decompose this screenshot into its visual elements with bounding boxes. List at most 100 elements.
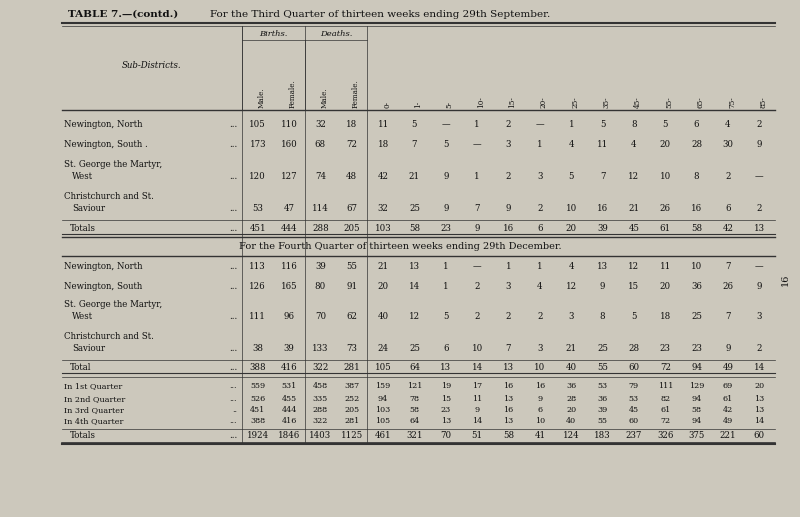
Text: 6: 6 bbox=[538, 406, 542, 414]
Text: 9: 9 bbox=[600, 282, 606, 291]
Text: 114: 114 bbox=[312, 204, 329, 213]
Text: 55: 55 bbox=[597, 363, 608, 372]
Text: Newington, North: Newington, North bbox=[64, 262, 142, 271]
Text: 3: 3 bbox=[506, 282, 511, 291]
Text: 20: 20 bbox=[660, 282, 671, 291]
Text: 388: 388 bbox=[250, 417, 266, 425]
Text: 30: 30 bbox=[722, 140, 734, 149]
Text: 14: 14 bbox=[472, 417, 482, 425]
Text: 531: 531 bbox=[282, 382, 297, 390]
Text: 1: 1 bbox=[443, 262, 449, 271]
Text: TABLE 7.—(contd.): TABLE 7.—(contd.) bbox=[68, 10, 178, 19]
Text: 26: 26 bbox=[722, 282, 734, 291]
Text: ...: ... bbox=[230, 382, 237, 390]
Text: 1: 1 bbox=[506, 262, 511, 271]
Text: 64: 64 bbox=[409, 363, 420, 372]
Text: 461: 461 bbox=[374, 431, 391, 440]
Text: 61: 61 bbox=[660, 406, 670, 414]
Text: 458: 458 bbox=[313, 382, 328, 390]
Text: 1: 1 bbox=[474, 172, 480, 181]
Text: 14: 14 bbox=[754, 363, 765, 372]
Text: In 2nd Quarter: In 2nd Quarter bbox=[64, 395, 126, 403]
Text: 10: 10 bbox=[534, 417, 545, 425]
Text: 451: 451 bbox=[250, 406, 266, 414]
Text: 25: 25 bbox=[409, 344, 420, 353]
Text: 41: 41 bbox=[534, 431, 546, 440]
Text: 13: 13 bbox=[503, 363, 514, 372]
Text: —: — bbox=[473, 140, 482, 149]
Text: 72: 72 bbox=[660, 417, 670, 425]
Text: 68: 68 bbox=[315, 140, 326, 149]
Text: 36: 36 bbox=[566, 382, 576, 390]
Text: 129: 129 bbox=[689, 382, 704, 390]
Text: 375: 375 bbox=[689, 431, 705, 440]
Text: 40: 40 bbox=[378, 312, 389, 321]
Text: 94: 94 bbox=[691, 395, 702, 403]
Text: 72: 72 bbox=[660, 363, 670, 372]
Text: 9: 9 bbox=[538, 395, 542, 403]
Text: 2: 2 bbox=[506, 120, 511, 129]
Text: 40: 40 bbox=[566, 363, 577, 372]
Text: 1125: 1125 bbox=[341, 431, 363, 440]
Text: 15-: 15- bbox=[509, 96, 517, 108]
Text: ..: .. bbox=[232, 406, 237, 414]
Text: 5: 5 bbox=[600, 120, 606, 129]
Text: 26: 26 bbox=[660, 204, 670, 213]
Text: 160: 160 bbox=[281, 140, 298, 149]
Text: 60: 60 bbox=[754, 431, 765, 440]
Text: 9: 9 bbox=[474, 406, 480, 414]
Text: 20: 20 bbox=[754, 382, 764, 390]
Text: 13: 13 bbox=[754, 224, 765, 233]
Text: 39: 39 bbox=[283, 344, 294, 353]
Text: ...: ... bbox=[229, 140, 237, 149]
Text: In 4th Quarter: In 4th Quarter bbox=[64, 417, 123, 425]
Text: 49: 49 bbox=[722, 363, 734, 372]
Text: 13: 13 bbox=[503, 417, 514, 425]
Text: 48: 48 bbox=[346, 172, 358, 181]
Text: 444: 444 bbox=[282, 406, 297, 414]
Text: ...: ... bbox=[229, 312, 237, 321]
Text: 60: 60 bbox=[629, 417, 639, 425]
Text: 15: 15 bbox=[441, 395, 451, 403]
Text: 281: 281 bbox=[343, 363, 360, 372]
Text: 42: 42 bbox=[723, 406, 733, 414]
Text: —: — bbox=[473, 262, 482, 271]
Text: 9: 9 bbox=[443, 204, 449, 213]
Text: 55-: 55- bbox=[666, 96, 674, 108]
Text: 18: 18 bbox=[378, 140, 389, 149]
Text: 5: 5 bbox=[412, 120, 417, 129]
Text: 49: 49 bbox=[723, 417, 733, 425]
Text: 288: 288 bbox=[313, 406, 328, 414]
Text: 36: 36 bbox=[691, 282, 702, 291]
Text: 28: 28 bbox=[566, 395, 576, 403]
Text: 10: 10 bbox=[471, 344, 482, 353]
Text: 45: 45 bbox=[629, 224, 639, 233]
Text: 58: 58 bbox=[691, 224, 702, 233]
Text: 17: 17 bbox=[472, 382, 482, 390]
Text: 13: 13 bbox=[597, 262, 608, 271]
Text: 16: 16 bbox=[534, 382, 545, 390]
Text: 38: 38 bbox=[252, 344, 263, 353]
Text: 221: 221 bbox=[720, 431, 736, 440]
Text: 25: 25 bbox=[409, 204, 420, 213]
Text: 2: 2 bbox=[474, 312, 480, 321]
Text: In 3rd Quarter: In 3rd Quarter bbox=[64, 406, 124, 414]
Text: 127: 127 bbox=[281, 172, 298, 181]
Text: —: — bbox=[755, 172, 764, 181]
Text: ...: ... bbox=[229, 431, 237, 440]
Text: 79: 79 bbox=[629, 382, 639, 390]
Text: 3: 3 bbox=[506, 140, 511, 149]
Text: 16: 16 bbox=[503, 406, 514, 414]
Text: 326: 326 bbox=[657, 431, 674, 440]
Text: 6: 6 bbox=[537, 224, 542, 233]
Text: —: — bbox=[442, 120, 450, 129]
Text: 10: 10 bbox=[660, 172, 671, 181]
Text: 120: 120 bbox=[250, 172, 266, 181]
Text: 16: 16 bbox=[503, 382, 514, 390]
Text: ...: ... bbox=[229, 224, 237, 233]
Text: Male.: Male. bbox=[320, 87, 328, 108]
Text: 1: 1 bbox=[537, 140, 542, 149]
Text: 288: 288 bbox=[312, 224, 329, 233]
Text: 5-: 5- bbox=[446, 101, 454, 108]
Text: 116: 116 bbox=[281, 262, 298, 271]
